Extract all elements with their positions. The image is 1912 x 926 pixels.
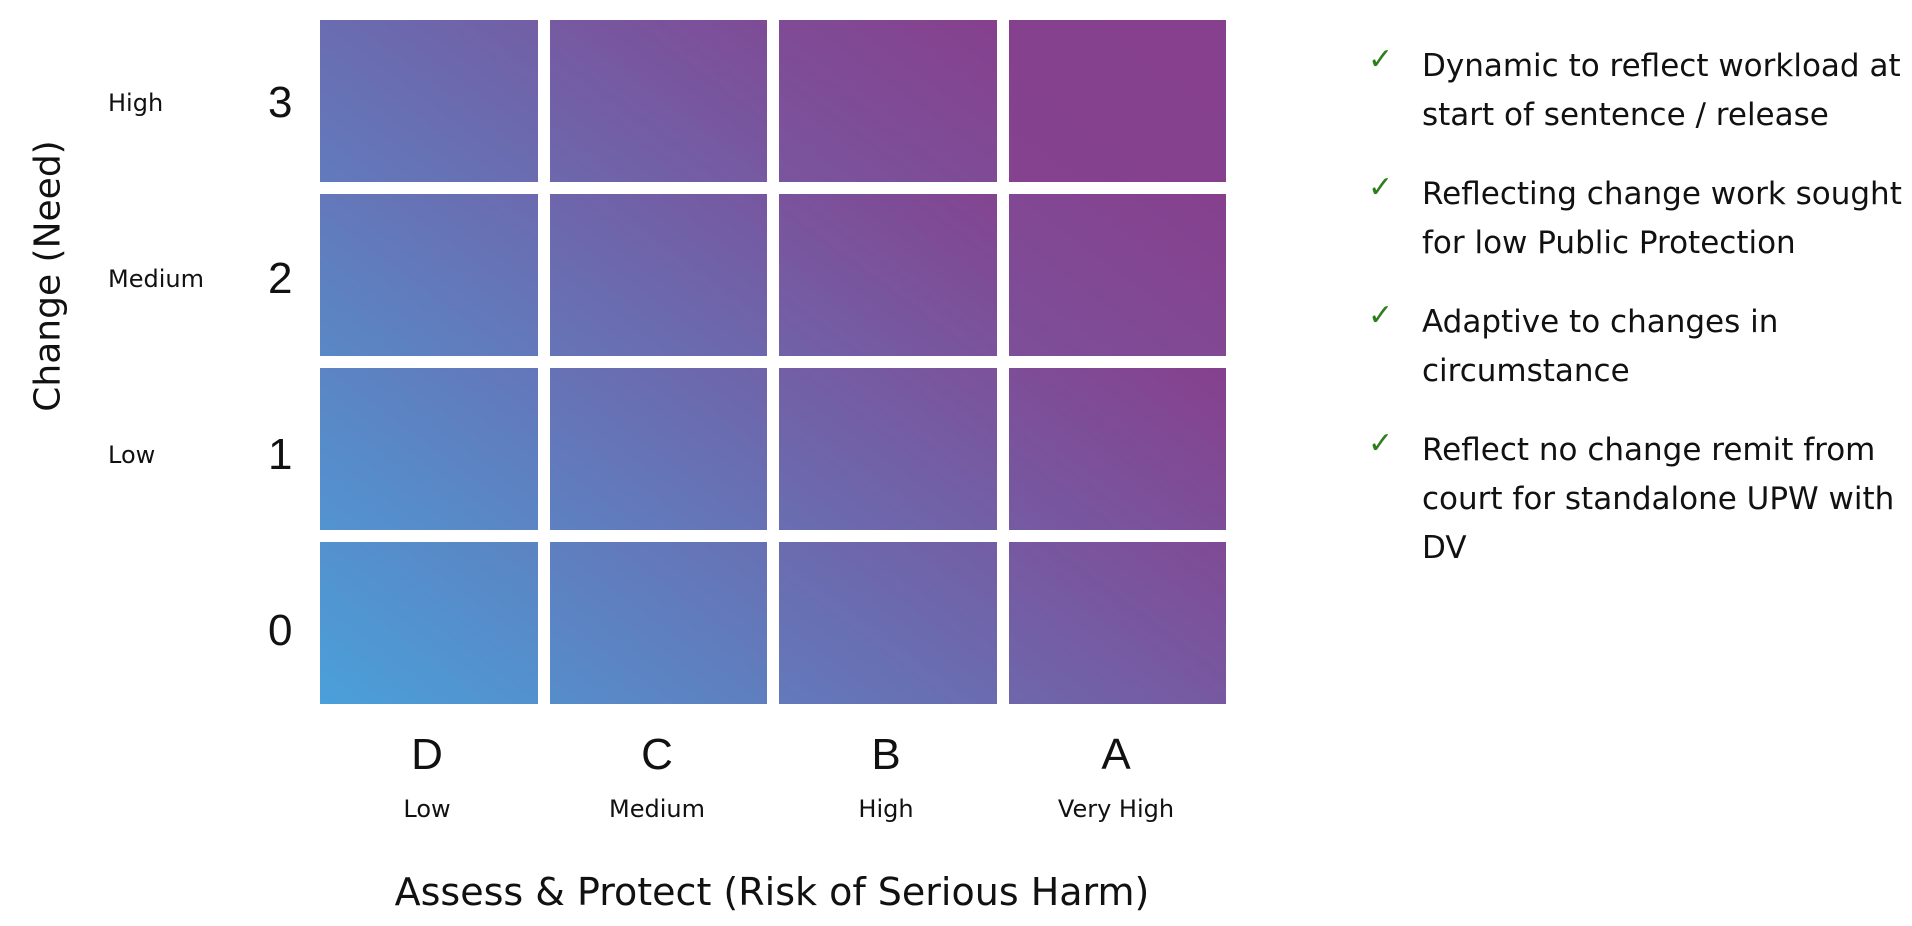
key-points-list: ✓ Dynamic to reflect workload at start o… (1362, 42, 1902, 603)
key-point: ✓ Reflect no change remit from court for… (1362, 426, 1902, 573)
row-number-3: 3 (268, 78, 293, 127)
column-level-high: High (858, 795, 914, 823)
column-letter-b: B (871, 730, 901, 779)
key-point: ✓ Adaptive to changes in circumstance (1362, 298, 1902, 396)
check-icon: ✓ (1368, 426, 1394, 461)
key-point-text: Dynamic to reflect workload at start of … (1422, 48, 1901, 133)
key-point-text: Adaptive to changes in circumstance (1422, 304, 1779, 389)
matrix-cell-c2 (549, 194, 767, 356)
y-level-label-high: High (108, 89, 164, 117)
matrix-cell-a1 (1008, 368, 1226, 530)
column-letter-d: D (411, 730, 443, 779)
check-icon: ✓ (1368, 42, 1394, 77)
matrix-cell-c0 (549, 542, 767, 704)
column-level-very-high: Very High (1057, 795, 1175, 823)
column-letter-c: C (641, 730, 673, 779)
key-point: ✓ Dynamic to reflect workload at start o… (1362, 42, 1902, 140)
key-point: ✓ Reflecting change work sought for low … (1362, 170, 1902, 268)
matrix-cell-b2 (779, 194, 997, 356)
matrix-cell-d1 (320, 368, 538, 530)
matrix-cell-a2 (1008, 194, 1226, 356)
matrix-cell-a0 (1008, 542, 1226, 704)
column-level-low: Low (403, 795, 451, 823)
check-icon: ✓ (1368, 298, 1394, 333)
matrix-cell-c1 (549, 368, 767, 530)
y-axis-title: Change (Need) (27, 140, 69, 412)
matrix-cell-b1 (779, 368, 997, 530)
key-point-text: Reflecting change work sought for low Pu… (1422, 176, 1902, 261)
matrix-cell-d3 (320, 20, 538, 182)
row-number-1: 1 (268, 430, 293, 479)
y-level-label-medium: Medium (108, 265, 204, 293)
risk-need-matrix (320, 20, 1226, 704)
key-point-text: Reflect no change remit from court for s… (1422, 432, 1895, 566)
matrix-cell-c3 (549, 20, 767, 182)
y-level-label-low: Low (108, 441, 156, 469)
matrix-cell-b3 (779, 20, 997, 182)
matrix-cell-d0 (320, 542, 538, 704)
matrix-cell-d2 (320, 194, 538, 356)
row-number-2: 2 (268, 254, 293, 303)
matrix-cell-a3 (1008, 20, 1226, 182)
check-icon: ✓ (1368, 170, 1394, 205)
matrix-cell-b0 (779, 542, 997, 704)
row-number-0: 0 (268, 606, 293, 655)
column-letter-a: A (1101, 730, 1131, 779)
x-axis-title: Assess & Protect (Risk of Serious Harm) (394, 870, 1150, 914)
column-level-medium: Medium (609, 795, 705, 823)
